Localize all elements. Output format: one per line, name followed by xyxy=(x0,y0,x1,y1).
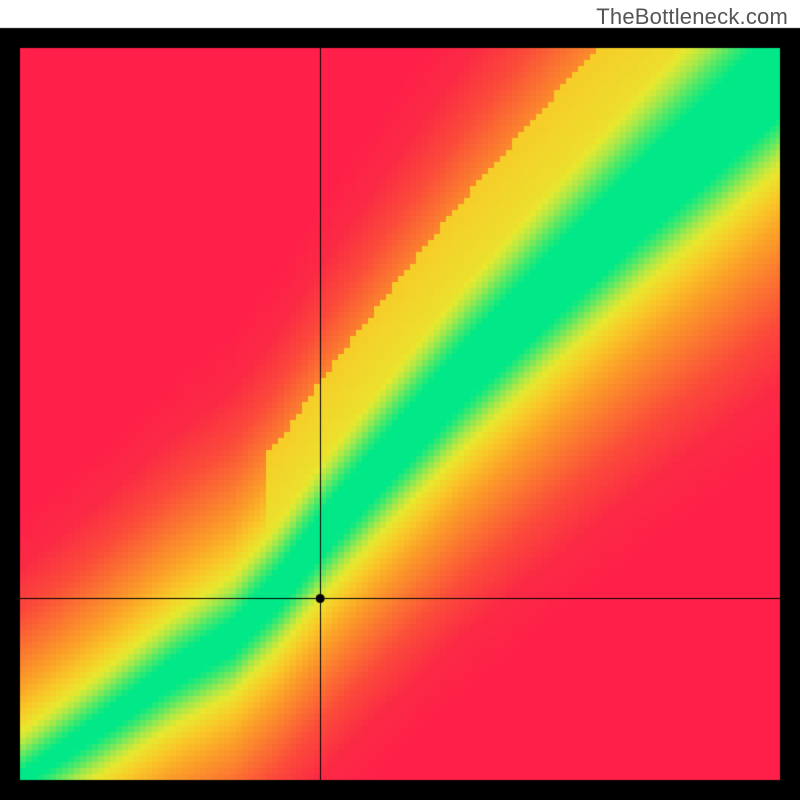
watermark-text: TheBottleneck.com xyxy=(596,4,788,30)
bottleneck-heatmap-canvas xyxy=(0,0,800,800)
